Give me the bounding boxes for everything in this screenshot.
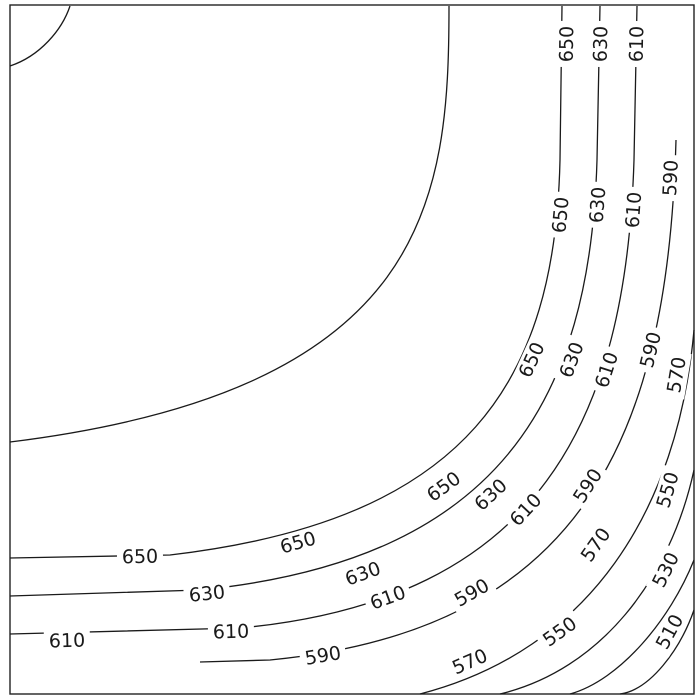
contour-label-group: 650 [555,20,579,68]
contour-label-group: 590 [634,325,668,375]
contour-label-gap [466,471,516,519]
contour-label: 630 [555,339,588,381]
contour-label: 590 [303,642,342,670]
contour-label-gap [418,464,470,510]
contour-label: 590 [659,159,683,196]
contour-label: 610 [367,581,409,614]
contour-line-650 [9,5,563,559]
contour-label: 610 [49,630,86,653]
contour-label-gap [566,460,610,512]
contour-label-gap [553,334,591,386]
contour-line-670 [9,5,71,67]
contour-label-group: 590 [446,572,498,614]
contour-labels: 6506506506506506506306306306306306306106… [43,20,692,682]
contour-line-570 [419,329,695,695]
contour-label-gap [272,526,324,560]
contour-lines [9,5,695,695]
contour-line-670 [9,5,450,443]
contour-label-gap [534,609,586,655]
contour-label-group: 550 [534,609,586,655]
contour-label-gap [589,344,625,396]
contour-label: 610 [622,191,647,229]
contour-label-gap [634,325,668,375]
contour-label-gap [502,485,550,535]
contour-label: 610 [626,26,649,63]
contour-label: 610 [591,349,623,390]
contour-label-gap [658,154,684,202]
contour-label-group: 590 [298,641,348,671]
contour-label-gap [649,606,691,658]
contour-label-group: 610 [621,186,647,234]
contour-label-group: 530 [645,544,687,596]
contour-label-group: 650 [116,545,164,569]
contour-label-gap [207,620,255,644]
contour-label-gap [555,20,579,68]
contour-label-group: 630 [585,181,611,229]
contour-label-gap [182,580,232,608]
contour-label-group: 650 [272,526,324,560]
contour-label-group: 570 [444,642,496,682]
contour-label: 570 [663,355,691,394]
contour-label-group: 610 [625,20,649,68]
contour-label-group: 610 [589,344,625,396]
plot-frame [9,4,695,695]
contour-label-gap [621,186,647,234]
contour-label: 550 [652,470,683,511]
contour-label-group: 650 [547,191,575,239]
contour-label-group: 610 [207,620,255,644]
contour-label-group: 650 [512,334,552,386]
contour-label-group: 550 [651,464,685,516]
contour-label-gap [337,555,389,593]
contour-line-530 [569,559,695,695]
contour-label-group: 630 [182,580,232,608]
contour-line-610 [9,5,638,635]
contour-label-gap [444,642,496,682]
contour-line-510 [619,609,695,695]
contour-label-gap [645,544,687,596]
contour-label-gap [298,641,348,671]
contour-label: 630 [342,557,384,590]
contour-label-gap [547,191,575,239]
contour-label-gap [662,350,692,400]
contour-label-group: 570 [662,350,692,400]
contour-label-group: 610 [362,579,414,617]
contour-label: 630 [188,581,226,607]
contour-label-group: 630 [553,334,591,386]
contour-label: 650 [122,546,159,569]
contour-label-gap [512,334,552,386]
contour-label: 650 [278,527,319,558]
contour-label-gap [573,519,619,571]
contour-label-gap [651,464,685,516]
contour-label-group: 610 [43,629,91,653]
contour-label-gap [585,181,611,229]
contour-label: 590 [636,330,666,370]
contour-label-group: 630 [589,20,613,68]
contour-label: 610 [213,621,250,644]
contour-label-gap [589,20,613,68]
contour-line-550 [499,469,695,695]
contour-label: 630 [586,186,611,224]
contour-line-630 [9,5,601,597]
contour-label-gap [43,629,91,653]
contour-label-gap [362,579,414,617]
contour-label-group: 630 [337,555,389,593]
contour-label-group: 630 [466,471,516,519]
contour-label-gap [446,572,498,614]
contour-label-gap [625,20,649,68]
contour-label-gap [116,545,164,569]
contour-label: 650 [556,26,578,63]
contour-label-group: 590 [658,154,684,202]
contour-label: 630 [590,26,613,63]
contour-label-group: 590 [566,460,610,512]
contour-label: 650 [548,196,573,234]
contour-line-590 [199,139,677,663]
contour-label-group: 570 [573,519,619,571]
